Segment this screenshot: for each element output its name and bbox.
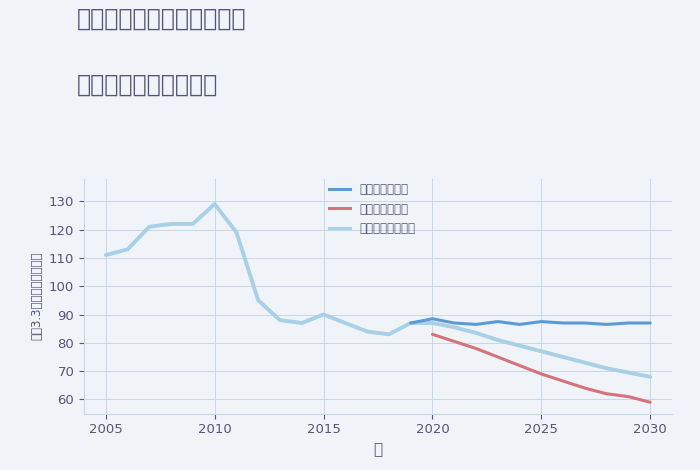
Text: 兵庫県豊岡市日高町祢布の: 兵庫県豊岡市日高町祢布の — [77, 7, 246, 31]
Text: 中古戸建ての価格推移: 中古戸建ての価格推移 — [77, 73, 218, 97]
X-axis label: 年: 年 — [373, 442, 383, 457]
Y-axis label: 坪（3.3㎡）単価（万円）: 坪（3.3㎡）単価（万円） — [30, 252, 43, 340]
Legend: グッドシナリオ, バッドシナリオ, ノーマルシナリオ: グッドシナリオ, バッドシナリオ, ノーマルシナリオ — [326, 180, 419, 239]
